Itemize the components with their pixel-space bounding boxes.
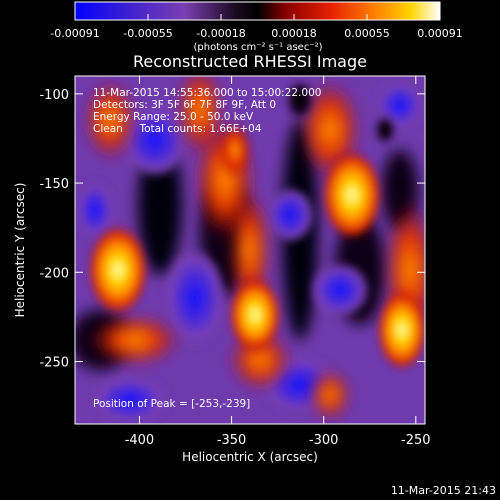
x-axis-ticks: -400 -350 -300 -250 bbox=[125, 76, 431, 448]
colorbar: -0.00091 -0.00055 -0.00018 0.00018 0.00055 0.… bbox=[50, 1, 463, 53]
colorbar-tick-label: -0.00055 bbox=[123, 27, 172, 40]
info-line-time: 11-Mar-2015 14:55:36.000 to 15:00:22.000 bbox=[93, 87, 321, 99]
x-tick-label: -350 bbox=[217, 433, 247, 448]
peak-position-label: Position of Peak = [-253,-239] bbox=[93, 398, 250, 410]
x-tick-label: -300 bbox=[309, 433, 339, 448]
colorbar-unit-label: (photons cm⁻² s⁻¹ asec⁻²) bbox=[193, 42, 322, 53]
colorbar-gradient bbox=[74, 1, 441, 21]
info-line-detectors: Detectors: 3F 5F 6F 7F 8F 9F, Att 0 bbox=[93, 99, 276, 111]
colorbar-tick-label: -0.00018 bbox=[196, 27, 245, 40]
x-axis-title: Heliocentric X (arcsec) bbox=[182, 450, 318, 464]
colorbar-tick-label: 0.00055 bbox=[344, 27, 390, 40]
y-tick-label: -150 bbox=[39, 177, 69, 192]
x-tick-label: -400 bbox=[125, 433, 155, 448]
y-tick-label: -100 bbox=[39, 88, 69, 103]
colorbar-tick-label: 0.00091 bbox=[417, 27, 463, 40]
info-line-energy: Energy Range: 25.0 - 50.0 keV bbox=[93, 111, 254, 123]
y-axis-ticks: -100 -150 -200 -250 bbox=[39, 88, 425, 371]
solar-image bbox=[75, 76, 425, 424]
y-tick-label: -250 bbox=[39, 356, 69, 371]
y-axis-title: Heliocentric Y (arcsec) bbox=[13, 183, 27, 318]
colorbar-ticks: -0.00091 -0.00055 -0.00018 0.00018 0.00055 0.… bbox=[50, 14, 463, 40]
plot-frame bbox=[74, 75, 426, 425]
x-tick-label: -250 bbox=[401, 433, 431, 448]
image-info: 11-Mar-2015 14:55:36.000 to 15:00:22.000… bbox=[93, 87, 321, 135]
y-tick-label: -200 bbox=[39, 266, 69, 281]
footer-timestamp: 11-Mar-2015 21:43 bbox=[391, 484, 496, 497]
colorbar-tick-label: -0.00091 bbox=[50, 27, 99, 40]
colorbar-tick-label: 0.00018 bbox=[271, 27, 317, 40]
image-title: Reconstructed RHESSI Image bbox=[133, 52, 367, 71]
info-line-counts: Clean Total counts: 1.66E+04 bbox=[93, 123, 262, 135]
